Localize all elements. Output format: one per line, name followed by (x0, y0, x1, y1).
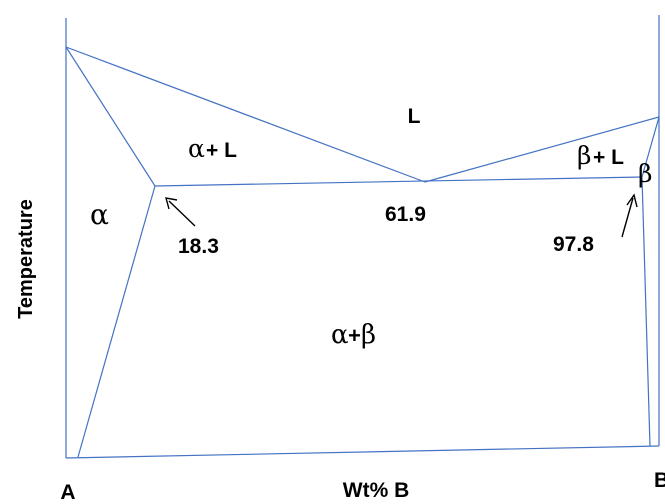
solvus-alpha (77, 185, 156, 458)
svg-text:α: α (188, 134, 205, 163)
label-beta: β (638, 159, 652, 188)
svg-text:+: + (348, 323, 361, 348)
svg-text:+ L: + L (593, 146, 624, 169)
composition-61-9: 61.9 (385, 203, 426, 226)
label-alpha: α (90, 198, 109, 231)
svg-text:β: β (361, 320, 376, 350)
liquidus-left (65, 46, 426, 183)
liquidus-right (424, 116, 660, 183)
label-liquid: L (408, 105, 421, 128)
arrow-18-3 (165, 197, 196, 227)
label-beta-plus-liquid: β + L (577, 141, 624, 170)
composition-97-8: 97.8 (553, 233, 594, 256)
svg-text:α: α (331, 320, 349, 350)
label-end-b: B (654, 469, 665, 492)
svg-text:β: β (577, 141, 591, 170)
x-axis-label: Wt% B (343, 479, 410, 502)
solidus-alpha (65, 46, 156, 187)
composition-18-3: 18.3 (178, 235, 219, 258)
label-alpha-plus-beta: α + β (331, 320, 376, 350)
solidus-beta (641, 116, 660, 178)
label-alpha-plus-liquid: α + L (188, 134, 237, 163)
bottom-axis-line (65, 445, 660, 459)
svg-text:+ L: + L (206, 139, 237, 162)
label-end-a: A (60, 481, 75, 504)
y-axis-label: Temperature (15, 199, 37, 319)
eutectic-isotherm (154, 176, 643, 187)
solvus-beta (641, 176, 651, 447)
arrow-97-8 (621, 193, 638, 238)
